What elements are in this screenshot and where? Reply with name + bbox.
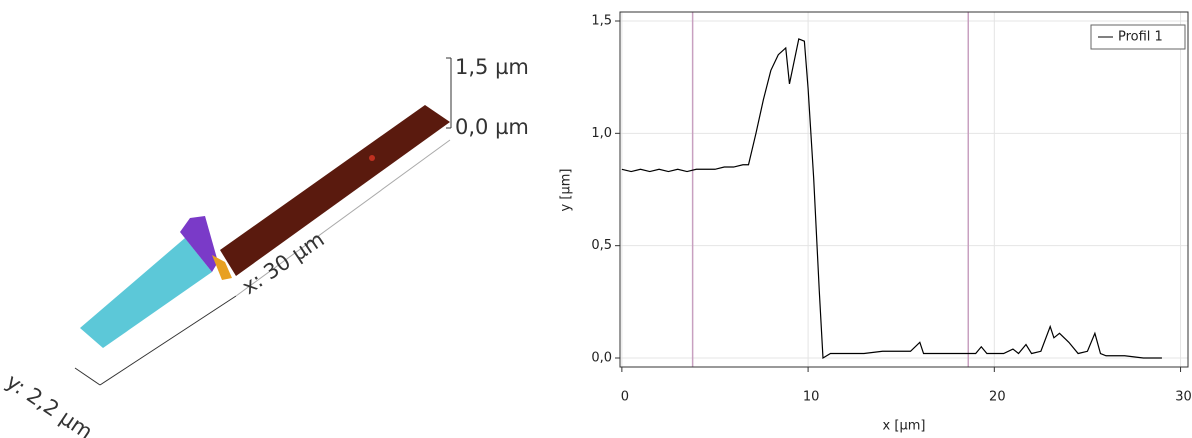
y-tick-label: 0,5 xyxy=(591,238,612,253)
x-axis-3d xyxy=(99,295,237,386)
surface-spot xyxy=(369,155,375,161)
y-tick-label: 1,0 xyxy=(591,126,612,141)
surface-peak xyxy=(180,216,218,272)
z-top-label: 1,5 µm xyxy=(455,55,529,79)
y-tick-label: 1,5 xyxy=(591,13,612,28)
surface-high xyxy=(220,105,450,276)
legend-label: Profil 1 xyxy=(1118,30,1163,45)
x-axis-3d-far xyxy=(235,139,451,297)
x-tick-label: 20 xyxy=(989,390,1006,405)
y-axis-label: y [µm] xyxy=(559,169,574,212)
plot-frame xyxy=(619,11,1189,368)
profile-line xyxy=(621,38,1162,360)
surface-3d: 1,5 µm 0,0 µm x: 30 µm y: 2,2 µm xyxy=(2,55,529,438)
x-tick-label: 0 xyxy=(621,390,629,405)
y-axis-3d xyxy=(74,367,101,386)
y-label-3d: y: 2,2 µm xyxy=(2,369,97,438)
profile-chart: 0 10 20 30 0,0 0,5 1,0 1,5 x [µm] y [µm] Profil 1 xyxy=(559,11,1192,434)
z-bottom-label: 0,0 µm xyxy=(455,115,529,139)
y-tick-label: 0,0 xyxy=(591,351,612,366)
surface-low xyxy=(80,238,212,348)
x-tick-label: 10 xyxy=(803,390,820,405)
x-tick-label: 30 xyxy=(1175,390,1192,405)
surface-edge xyxy=(212,255,232,280)
x-axis-label: x [µm] xyxy=(883,419,926,434)
